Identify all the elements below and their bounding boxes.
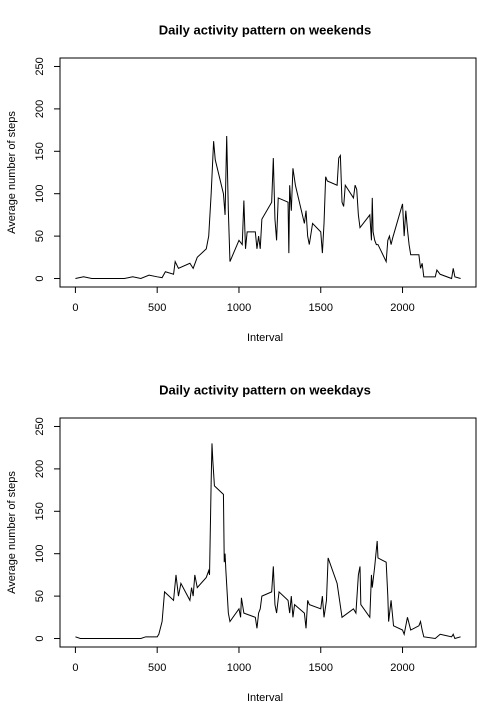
chart-title: Daily activity pattern on weekends — [159, 22, 371, 37]
x-tick-label: 1500 — [309, 302, 333, 314]
y-tick-label: 200 — [34, 100, 46, 118]
x-tick-label: 1000 — [227, 302, 251, 314]
x-tick-label: 1000 — [227, 662, 251, 674]
y-tick-label: 0 — [34, 275, 46, 281]
data-line — [75, 443, 461, 640]
plot-box — [59, 417, 477, 648]
y-axis-label: Average number of steps — [6, 471, 18, 594]
x-axis-label: Interval — [247, 332, 283, 344]
y-tick-label: 50 — [34, 590, 46, 602]
x-tick-label: 1500 — [309, 662, 333, 674]
x-tick-label: 2000 — [390, 662, 414, 674]
x-tick-label: 500 — [148, 662, 166, 674]
x-tick-label: 2000 — [390, 302, 414, 314]
chart-title: Daily activity pattern on weekdays — [159, 382, 371, 397]
y-tick-label: 200 — [34, 460, 46, 478]
x-tick-label: 0 — [72, 662, 78, 674]
y-tick-label: 250 — [34, 417, 46, 435]
y-tick-label: 100 — [34, 545, 46, 563]
y-tick-label: 150 — [34, 502, 46, 520]
y-tick-label: 100 — [34, 185, 46, 203]
y-tick-label: 150 — [34, 142, 46, 160]
y-axis-label: Average number of steps — [6, 111, 18, 234]
x-tick-label: 0 — [72, 302, 78, 314]
y-tick-label: 50 — [34, 230, 46, 242]
data-line — [75, 136, 461, 280]
y-tick-label: 0 — [34, 635, 46, 641]
x-axis-label: Interval — [247, 692, 283, 704]
plot-box — [59, 57, 477, 288]
y-tick-label: 250 — [34, 57, 46, 75]
x-tick-label: 500 — [148, 302, 166, 314]
